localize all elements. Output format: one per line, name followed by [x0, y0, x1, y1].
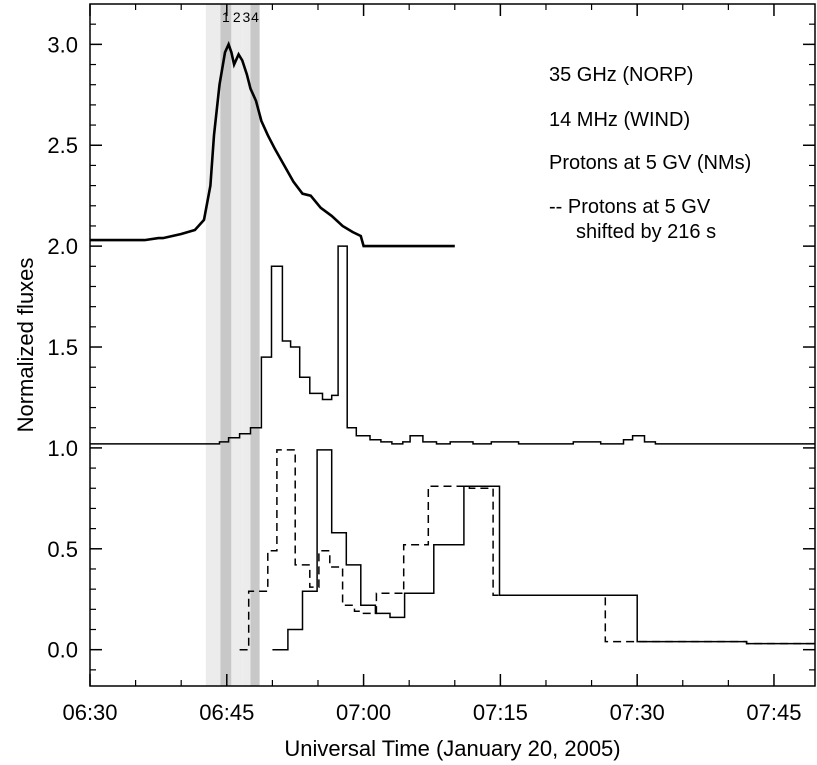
y-tick-label: 1.5: [47, 335, 78, 360]
series-line: [239, 449, 815, 651]
x-tick-label: 07:15: [473, 700, 528, 725]
series-line: [272, 449, 815, 651]
interval-label: 1: [222, 9, 230, 25]
y-tick-label: 2.0: [47, 234, 78, 259]
legend-entry: 14 MHz (WIND): [549, 109, 690, 131]
y-axis-title: Normalized fluxes: [13, 258, 38, 433]
x-axis-ticks: 06:30 06:45 07:00 07:15 07:30 07:45: [62, 4, 801, 725]
y-axis-ticks: 0.0 0.5 1.0 1.5 2.0 2.5 3.0: [47, 23, 815, 671]
legend-entry: shifted by 216 s: [576, 221, 716, 243]
x-tick-label: 06:45: [199, 700, 254, 725]
x-tick-label: 06:30: [62, 700, 117, 725]
y-tick-label: 1.0: [47, 436, 78, 461]
interval-label: 4: [251, 9, 259, 25]
y-tick-label: 0.0: [47, 638, 78, 663]
shaded-interval: [250, 4, 260, 686]
y-tick-label: 2.5: [47, 133, 78, 158]
shaded-interval: [242, 4, 251, 686]
series-layer: [90, 40, 815, 651]
y-tick-label: 0.5: [47, 537, 78, 562]
legend-entry: Protons at 5 GV (NMs): [549, 152, 751, 174]
shaded-interval: [205, 4, 221, 686]
series-line: [90, 245, 815, 445]
interval-label: 3: [243, 9, 251, 25]
legend: 35 GHz (NORP) 14 MHz (WIND) Protons at 5…: [549, 64, 751, 243]
x-tick-label: 07:45: [746, 700, 801, 725]
shaded-interval: [220, 4, 232, 686]
x-axis-title: Universal Time (January 20, 2005): [284, 736, 620, 761]
x-tick-label: 07:30: [610, 700, 665, 725]
shaded-interval: [231, 4, 243, 686]
series-line: [90, 40, 455, 248]
y-tick-label: 3.0: [47, 32, 78, 57]
shaded-intervals: [205, 4, 260, 686]
legend-entry: -- Protons at 5 GV: [549, 196, 711, 218]
x-tick-label: 07:00: [336, 700, 391, 725]
plot-frame: [89, 3, 816, 687]
legend-entry: 35 GHz (NORP): [549, 64, 693, 86]
interval-label: 2: [233, 9, 241, 25]
